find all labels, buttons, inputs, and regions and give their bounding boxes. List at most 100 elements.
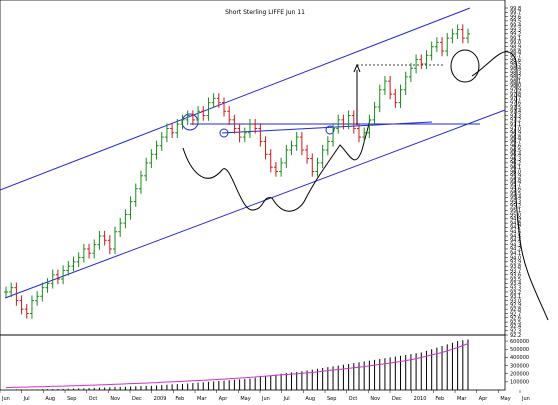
price-bar xyxy=(71,256,76,272)
price-tick-label: 96.6 xyxy=(510,143,521,149)
price-tick-label: 96.3 xyxy=(510,156,521,162)
price-bar xyxy=(268,149,273,173)
price-tick-label: 99.3 xyxy=(510,27,521,33)
price-bar xyxy=(216,93,221,108)
price-tick-label: 98.5 xyxy=(510,62,521,68)
price-axis: 99.899.799.699.599.499.399.299.199.098.9… xyxy=(505,6,521,339)
price-tick-label: 92.2 xyxy=(510,333,521,339)
price-bar xyxy=(35,291,40,306)
price-bar xyxy=(19,295,24,315)
price-bar xyxy=(66,260,71,276)
price-tick-label: 92.8 xyxy=(510,307,521,313)
price-bar xyxy=(190,110,195,126)
price-bar xyxy=(133,183,138,207)
price-tick-label: 94.3 xyxy=(510,242,521,248)
price-bar xyxy=(445,32,450,57)
date-tick-label: Oct xyxy=(89,396,98,402)
date-tick-label: Nov xyxy=(110,396,120,402)
price-bar xyxy=(403,71,408,95)
date-tick-label: Dec xyxy=(132,396,142,402)
price-bar xyxy=(107,235,112,255)
price-tick-label: 97.3 xyxy=(510,113,521,119)
date-tick-label: Feb xyxy=(435,396,444,402)
price-tick-label: 97.5 xyxy=(510,105,521,111)
price-bar xyxy=(29,295,34,319)
price-bar xyxy=(175,119,180,138)
price-tick-label: 94.5 xyxy=(510,234,521,240)
price-bar xyxy=(414,54,419,74)
price-tick-label: 95.6 xyxy=(510,187,521,193)
price-tick-label: 98.3 xyxy=(510,70,521,76)
price-bar xyxy=(206,97,211,121)
pivot-circle xyxy=(219,128,229,138)
trend-channel xyxy=(0,7,506,299)
price-bar xyxy=(419,54,424,70)
price-bar xyxy=(55,269,60,285)
price-tick-label: 92.5 xyxy=(510,320,521,326)
price-tick-label: 96.1 xyxy=(510,165,521,171)
price-bar xyxy=(466,28,470,44)
price-tick-label: 98.6 xyxy=(510,57,521,63)
date-tick-label: Sep xyxy=(67,396,76,402)
price-tick-label: 92.4 xyxy=(510,324,521,330)
price-bar xyxy=(320,144,325,169)
price-tick-label: 93.7 xyxy=(510,268,521,274)
price-tick-label: 99.8 xyxy=(510,6,521,12)
price-bar xyxy=(315,157,320,177)
price-tick-label: 95.3 xyxy=(510,199,521,205)
price-pane-border xyxy=(0,0,506,336)
price-bar xyxy=(279,157,284,177)
price-bar xyxy=(382,75,387,95)
price-bar xyxy=(460,24,465,44)
right-shoulder-circle xyxy=(325,125,335,135)
price-tick-label: 99.7 xyxy=(510,10,521,16)
volume-tick-label: 300000 xyxy=(510,363,529,369)
price-bar xyxy=(159,131,164,151)
price-bar xyxy=(299,131,304,156)
price-tick-label: 93.0 xyxy=(510,298,521,304)
price-bar xyxy=(149,149,154,169)
price-bar xyxy=(356,123,361,143)
price-tick-label: 98.9 xyxy=(510,45,521,51)
price-bar xyxy=(170,123,175,138)
projected-path xyxy=(471,51,549,321)
date-tick-label: Oct xyxy=(349,396,358,402)
date-tick-label: May xyxy=(240,396,250,402)
price-bar xyxy=(196,106,201,126)
price-tick-label: 94.6 xyxy=(510,230,521,236)
price-tick-label: 94.4 xyxy=(510,238,521,244)
channel-upper-line xyxy=(0,7,471,191)
price-tick-label: 99.2 xyxy=(510,32,521,38)
price-tick-label: 92.7 xyxy=(510,311,521,317)
channel-lower-line xyxy=(4,109,506,299)
date-tick-label: Feb xyxy=(175,396,184,402)
price-tick-label: 95.1 xyxy=(510,208,521,214)
price-tick-label: 96.9 xyxy=(510,131,521,137)
price-bar xyxy=(81,243,86,263)
price-tick-label: 95.9 xyxy=(510,174,521,180)
price-tick-label: 96.2 xyxy=(510,161,521,167)
price-tick-label: 97.1 xyxy=(510,122,521,128)
price-bar xyxy=(87,243,92,259)
price-bar xyxy=(258,123,263,147)
price-tick-label: 98.1 xyxy=(510,79,521,85)
price-tick-label: 93.3 xyxy=(510,285,521,291)
price-tick-label: 95.5 xyxy=(510,191,521,197)
price-bar xyxy=(242,127,247,143)
price-bar xyxy=(372,101,377,126)
price-bar xyxy=(341,114,346,130)
price-bar xyxy=(144,157,149,181)
price-bar xyxy=(211,93,216,108)
price-bar xyxy=(164,123,169,143)
price-tick-label: 92.9 xyxy=(510,303,521,309)
price-bar xyxy=(305,144,310,164)
price-tick-label: 98.2 xyxy=(510,75,521,81)
price-bar xyxy=(331,123,336,147)
price-bar xyxy=(92,239,97,259)
price-tick-label: 98.4 xyxy=(510,66,521,72)
date-tick-label: 2009 xyxy=(154,396,167,402)
price-tick-label: 98.0 xyxy=(510,83,521,89)
date-tick-label: Jul xyxy=(283,396,290,402)
date-tick-label: Jun xyxy=(261,396,270,402)
